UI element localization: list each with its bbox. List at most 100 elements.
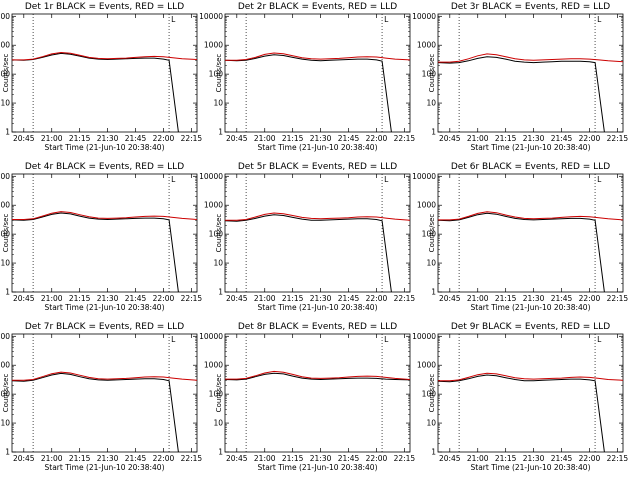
y-tick-label: 100 (422, 390, 437, 399)
y-tick-label: 10 (426, 99, 436, 108)
x-tick-label: 22:15 (607, 134, 629, 143)
x-tick-label: 21:45 (551, 454, 573, 463)
x-axis-label: Start Time (21-Jun-10 20:38:40) (471, 303, 591, 312)
chart-panel-7: Det 7r BLACK = Events, RED = LLD 1 10 100 10… (0, 322, 202, 472)
plot-frame (11, 173, 198, 293)
series-line-lld (438, 372, 624, 382)
x-axis-label: Start Time (21-Jun-10 20:38:40) (45, 143, 165, 152)
y-tick-label: 1 (218, 288, 223, 297)
x-tick-label: 21:30 (97, 134, 119, 143)
y-tick-label: 100 (422, 70, 437, 79)
x-tick-label: 22:15 (181, 454, 203, 463)
x-tick-label: 20:45 (226, 134, 248, 143)
series-line-events (224, 54, 392, 133)
y-tick-label: 10 (0, 259, 10, 268)
x-tick-label: 20:45 (226, 454, 248, 463)
x-tick-label: 22:15 (394, 294, 416, 303)
y-tick-label: 10 (213, 259, 223, 268)
x-tick-label: 21:15 (282, 134, 304, 143)
x-tick-label: 22:15 (607, 294, 629, 303)
y-tick-label: 100 (209, 70, 224, 79)
x-tick-label: 21:45 (125, 134, 147, 143)
series-line-events (11, 372, 179, 453)
y-tick-label: 100 (209, 230, 224, 239)
x-tick-label: 22:15 (181, 294, 203, 303)
y-tick-label: 100 (0, 230, 10, 239)
series-line-lld (225, 212, 411, 221)
x-tick-label: 21:45 (338, 454, 360, 463)
series-line-events (437, 56, 605, 133)
panel-title: Det 9r BLACK = Events, RED = LLD (451, 322, 610, 332)
x-tick-label: 21:30 (97, 294, 119, 303)
y-tick-label: 1 (5, 448, 10, 457)
y-tick-label: 1000 (0, 41, 10, 50)
x-tick-label: 20:45 (13, 454, 35, 463)
y-tick-label: 1 (431, 448, 436, 457)
y-tick-label: 1000 (204, 201, 223, 210)
y-tick-label: 10000 (412, 172, 436, 181)
panel-title: Det 6r BLACK = Events, RED = LLD (451, 162, 610, 172)
x-tick-label: 20:45 (439, 294, 461, 303)
time-marker-label: L (384, 335, 389, 344)
y-tick-label: 10000 (412, 332, 436, 341)
x-tick-label: 21:45 (338, 134, 360, 143)
y-tick-label: 100 (0, 390, 10, 399)
x-tick-label: 21:15 (69, 134, 91, 143)
x-tick-label: 21:15 (69, 294, 91, 303)
y-axis-label: Counts/sec (2, 214, 10, 253)
x-tick-label: 21:30 (310, 134, 332, 143)
x-tick-label: 21:00 (467, 454, 489, 463)
x-tick-label: 21:00 (41, 454, 63, 463)
y-tick-label: 1 (218, 128, 223, 137)
y-tick-label: 10 (426, 259, 436, 268)
chart-panel-2: Det 2r BLACK = Events, RED = LLD 1 10 100 10… (199, 2, 415, 152)
series-line-lld (225, 370, 411, 380)
x-tick-label: 21:45 (125, 294, 147, 303)
plot-frame (11, 13, 198, 133)
y-tick-label: 1 (431, 288, 436, 297)
y-axis-label: Counts/sec (428, 374, 436, 413)
x-tick-label: 22:00 (366, 134, 388, 143)
x-tick-label: 21:15 (495, 454, 517, 463)
panel-title: Det 7r BLACK = Events, RED = LLD (25, 322, 184, 332)
x-tick-label: 21:45 (338, 294, 360, 303)
y-axis-label: Counts/sec (428, 54, 436, 93)
y-tick-label: 1000 (0, 361, 10, 370)
series-line-lld (438, 211, 624, 221)
y-tick-label: 1000 (417, 201, 436, 210)
y-tick-label: 10 (213, 99, 223, 108)
panel-title: Det 1r BLACK = Events, RED = LLD (25, 2, 184, 12)
x-tick-label: 22:00 (579, 454, 601, 463)
x-axis-label: Start Time (21-Jun-10 20:38:40) (258, 463, 378, 472)
y-tick-label: 10000 (0, 332, 10, 341)
x-tick-label: 22:15 (607, 454, 629, 463)
x-tick-label: 20:45 (439, 454, 461, 463)
chart-panel-5: Det 5r BLACK = Events, RED = LLD 1 10 100 10… (199, 162, 415, 312)
x-tick-label: 22:00 (153, 454, 175, 463)
x-tick-label: 21:45 (125, 454, 147, 463)
x-tick-label: 21:30 (310, 454, 332, 463)
x-tick-label: 21:00 (254, 454, 276, 463)
plot-frame (224, 333, 411, 453)
plot-frame (437, 333, 624, 453)
plot-frame (224, 173, 411, 293)
x-tick-label: 20:45 (439, 134, 461, 143)
y-tick-label: 100 (0, 70, 10, 79)
series-line-events (224, 372, 411, 381)
x-tick-label: 22:00 (579, 134, 601, 143)
y-tick-label: 1000 (204, 41, 223, 50)
x-tick-label: 21:30 (523, 454, 545, 463)
series-line-events (224, 214, 392, 293)
y-axis-label: Counts/sec (215, 54, 223, 93)
x-tick-label: 20:45 (226, 294, 248, 303)
panel-title: Det 4r BLACK = Events, RED = LLD (25, 162, 184, 172)
plot-frame (11, 333, 198, 453)
x-tick-label: 22:15 (394, 454, 416, 463)
series-line-lld (225, 52, 411, 61)
x-tick-label: 21:00 (254, 294, 276, 303)
x-tick-label: 21:30 (310, 294, 332, 303)
y-axis-label: Counts/sec (2, 374, 10, 413)
y-tick-label: 1 (431, 128, 436, 137)
x-tick-label: 21:45 (551, 134, 573, 143)
